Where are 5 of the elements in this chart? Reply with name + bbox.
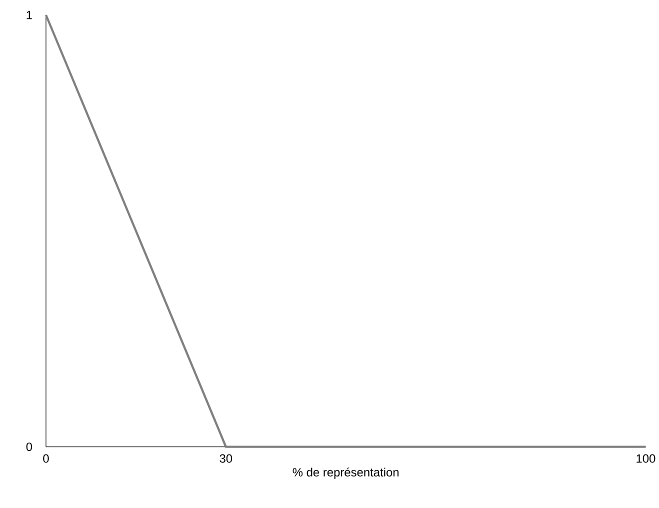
x-tick-label: 100 — [636, 454, 656, 463]
x-tick-label: 0 — [43, 454, 49, 463]
x-axis-title: % de représentation — [292, 468, 399, 479]
x-tick-label: 30 — [220, 454, 232, 463]
y-tick-label: 1 — [26, 10, 32, 20]
